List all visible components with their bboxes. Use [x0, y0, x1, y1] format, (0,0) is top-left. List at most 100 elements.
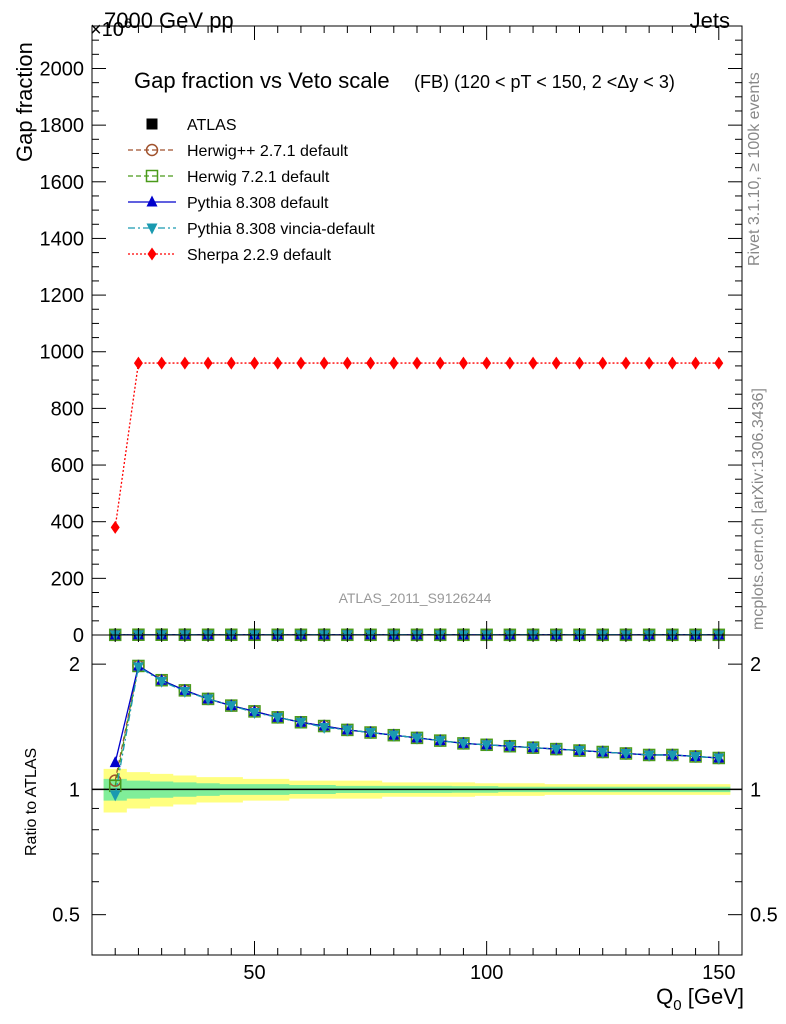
- ratio-series-3-point: [225, 701, 237, 713]
- top-y-tick-label: 1200: [40, 285, 85, 307]
- ratio-series-3-point: [202, 694, 214, 706]
- top-series-5-point: [598, 356, 608, 370]
- rivet-version-label: Rivet 3.1.10, ≥ 100k events: [746, 72, 763, 266]
- legend-marker: [145, 143, 159, 157]
- mcplots-reference-label: mcplots.cern.ch [arXiv:1306.3436]: [750, 388, 767, 630]
- ratio-series-3-point: [249, 708, 260, 720]
- ratio-series-3-point: [411, 733, 423, 745]
- legend-item: Sherpa 2.2.9 default: [128, 247, 332, 264]
- top-series-5-point: [180, 356, 190, 370]
- legend-marker: [146, 223, 158, 235]
- ratio-series-3-point: [318, 722, 330, 734]
- top-series-5-point: [342, 356, 352, 370]
- ratio-y-tick-label: 0.5: [52, 905, 80, 927]
- top-series-5: [110, 356, 724, 534]
- top-series-5-point: [389, 356, 399, 370]
- ratio-series-3-point: [527, 743, 539, 755]
- top-series-5-point: [110, 520, 120, 534]
- ratio-series-1-line: [114, 664, 719, 786]
- top-series-5-point: [482, 356, 492, 370]
- legend-label: ATLAS: [187, 117, 237, 134]
- top-series-5-point: [157, 356, 167, 370]
- legend-item: Herwig 7.2.1 default: [128, 169, 330, 186]
- legend-marker: [147, 247, 157, 261]
- ratio-series-3-point: [481, 740, 493, 752]
- ratio-series-3-point: [504, 741, 516, 753]
- ratio-series-0: [108, 659, 726, 787]
- legend-marker: [145, 169, 159, 183]
- ratio-y-tick-label-right: 0.5: [750, 905, 778, 927]
- ratio-series-0-line: [114, 664, 719, 781]
- top-y-tick-label: 1600: [40, 172, 85, 194]
- legend-label: Sherpa 2.2.9 default: [187, 247, 332, 264]
- top-y-tick-label: 1800: [40, 115, 85, 137]
- legend-marker: [146, 195, 158, 207]
- top-series-5-point: [505, 356, 515, 370]
- ratio-series-3-point: [388, 730, 400, 742]
- ratio-series-3-point: [620, 748, 632, 760]
- x-tick-label: 100: [470, 962, 503, 984]
- legend-marker: [146, 118, 158, 130]
- ratio-series-3-line: [114, 665, 719, 796]
- legend-label: Pythia 8.308 default: [187, 195, 329, 212]
- ratio-series-3-point: [434, 736, 446, 748]
- legend-item: ATLAS: [146, 117, 237, 134]
- ratio-series-3-point: [713, 753, 725, 765]
- y-axis-label-top: Gap fraction: [12, 42, 37, 162]
- top-y-tick-label: 600: [51, 455, 84, 477]
- ratio-series-3-point: [272, 712, 284, 724]
- main-title: Gap fraction vs Veto scale: [134, 68, 390, 93]
- top-series-5-point: [133, 356, 143, 370]
- top-series-5-point: [296, 356, 306, 370]
- ratio-series-3-point: [341, 725, 353, 737]
- legend-label: Herwig++ 2.7.1 default: [187, 143, 349, 160]
- ratio-series-3-point: [295, 717, 307, 729]
- top-series-5-point: [435, 356, 445, 370]
- ratio-series-3: [109, 662, 725, 802]
- top-y-tick-label: 1400: [40, 228, 85, 250]
- top-series-5-point: [551, 356, 561, 370]
- x-tick-label: 50: [243, 962, 265, 984]
- top-y-tick-label: 800: [51, 398, 84, 420]
- ratio-y-tick-label: 1: [69, 779, 80, 801]
- top-y-tick-label: 2000: [40, 58, 85, 80]
- ratio-series-3-point: [666, 750, 678, 762]
- ratio-series-3-point: [643, 750, 655, 762]
- legend-label: Herwig 7.2.1 default: [187, 169, 330, 186]
- top-series-5-line: [114, 362, 719, 528]
- top-series-5-point: [714, 356, 724, 370]
- ratio-series-3-point: [365, 728, 377, 740]
- top-series-5-point: [575, 356, 584, 370]
- top-series-5-point: [528, 356, 538, 370]
- ratio-series-3-point: [597, 747, 609, 759]
- top-y-tick-label: 400: [51, 512, 84, 534]
- legend-label: Pythia 8.308 vincia-default: [187, 221, 375, 238]
- ratio-series-3-point: [156, 676, 168, 688]
- x-axis-label: Q0 [GeV]: [656, 984, 744, 1014]
- watermark: ATLAS_2011_S9126244: [339, 590, 492, 606]
- header-process-label: Jets: [689, 8, 730, 33]
- top-series-5-point: [644, 356, 654, 370]
- ratio-y-tick-label-right: 1: [750, 779, 761, 801]
- ratio-series-3-point: [132, 662, 144, 674]
- legend-item: Pythia 8.308 default: [128, 195, 329, 212]
- top-series-5-point: [319, 356, 329, 370]
- main-subtitle: (FB) (120 < pT < 150, 2 <Δy < 3): [414, 72, 675, 92]
- top-series-5-point: [458, 356, 468, 370]
- ratio-series-3-point: [179, 686, 191, 698]
- ratio-y-tick-label-right: 2: [750, 654, 761, 676]
- x-tick-label: 150: [702, 962, 735, 984]
- top-series-5-point: [667, 356, 677, 370]
- ratio-series-3-point: [574, 746, 585, 758]
- top-series-5-point: [366, 356, 376, 370]
- top-y-tick-label: 200: [51, 568, 84, 590]
- top-series-5-point: [203, 356, 213, 370]
- top-series-5-point: [250, 356, 259, 370]
- header-collision-label: 7000 GeV pp: [104, 8, 234, 33]
- ratio-y-tick-label: 2: [69, 654, 80, 676]
- top-series-5-point: [691, 356, 701, 370]
- top-y-tick-label: 0: [73, 625, 84, 647]
- ratio-series-3-point: [550, 744, 562, 756]
- ratio-series-2-point: [109, 756, 121, 768]
